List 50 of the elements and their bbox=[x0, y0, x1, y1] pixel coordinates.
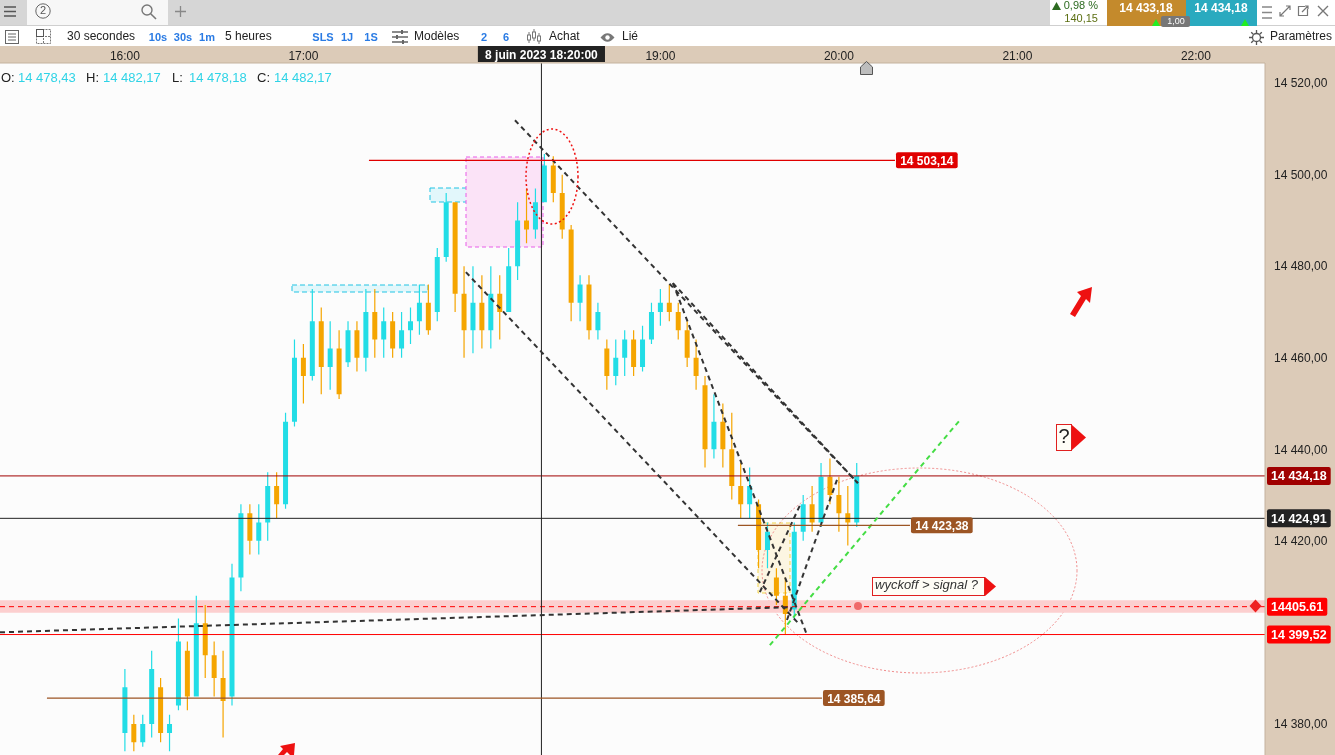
text: 14 433,18 bbox=[1119, 1, 1173, 16]
annotation: 14 478,18 bbox=[189, 70, 247, 86]
x-tick-label: 16:00 bbox=[109, 49, 141, 63]
text: 30 secondes bbox=[67, 29, 136, 44]
x-tick-label: 21:00 bbox=[1002, 49, 1033, 63]
text: Modèles bbox=[414, 29, 460, 44]
text: 1,00 bbox=[1167, 16, 1185, 27]
ref-line-label: 14405.61 bbox=[1271, 600, 1324, 615]
ref-line-label: 8 juin 2023 18:20:00 bbox=[485, 47, 599, 62]
x-tick-label: 22:00 bbox=[1180, 49, 1212, 63]
text: 2 bbox=[480, 31, 488, 44]
text: 30s bbox=[173, 31, 193, 44]
text: Lié bbox=[622, 29, 639, 44]
y-tick-label: 14 480,00 bbox=[1274, 259, 1328, 274]
text: 1S bbox=[364, 31, 378, 44]
text: 6 bbox=[502, 31, 510, 44]
annotation: 14 478,43 bbox=[18, 70, 76, 86]
text: 5 heures bbox=[225, 29, 272, 44]
annotation: 14 482,17 bbox=[103, 70, 161, 86]
y-tick-label: 14 460,00 bbox=[1274, 351, 1328, 365]
annotation: wyckoff > signal ? bbox=[875, 577, 978, 593]
annotation: H: bbox=[86, 70, 99, 86]
x-tick-label: 19:00 bbox=[645, 49, 676, 63]
text: 10s bbox=[148, 31, 168, 44]
text: 14 434,18 bbox=[1194, 1, 1248, 16]
data-label: 14 423,38 bbox=[915, 518, 969, 533]
y-tick-label: 14 500,00 bbox=[1274, 167, 1328, 182]
y-tick-label: 14 520,00 bbox=[1274, 76, 1328, 91]
ref-line-label: 14 434,18 bbox=[1271, 469, 1327, 484]
text: 140,15 bbox=[1064, 12, 1098, 25]
annotation: L: bbox=[172, 70, 183, 86]
x-tick-label: 20:00 bbox=[823, 49, 855, 63]
text: 1J bbox=[340, 31, 354, 44]
text: 1m bbox=[199, 31, 215, 44]
y-tick-label: 14 440,00 bbox=[1274, 442, 1328, 457]
x-tick-label: 17:00 bbox=[288, 49, 319, 63]
annotation: 14 482,17 bbox=[274, 70, 332, 86]
text: 2 bbox=[39, 4, 47, 17]
data-label: 14 385,64 bbox=[827, 691, 881, 706]
ref-line-label: 14 424,91 bbox=[1271, 511, 1327, 526]
text: 0,98 % bbox=[1063, 0, 1098, 12]
y-tick-label: 14 420,00 bbox=[1274, 534, 1328, 549]
text: Achat bbox=[549, 29, 580, 44]
text: Paramètres bbox=[1270, 29, 1333, 44]
y-tick-label: 14 380,00 bbox=[1274, 717, 1328, 732]
data-label: 14 503,14 bbox=[900, 153, 954, 168]
annotation: O: bbox=[1, 70, 15, 86]
annotation: C: bbox=[257, 70, 270, 86]
text: SLS bbox=[312, 31, 334, 44]
ref-line-label: 14 399,52 bbox=[1271, 628, 1327, 643]
